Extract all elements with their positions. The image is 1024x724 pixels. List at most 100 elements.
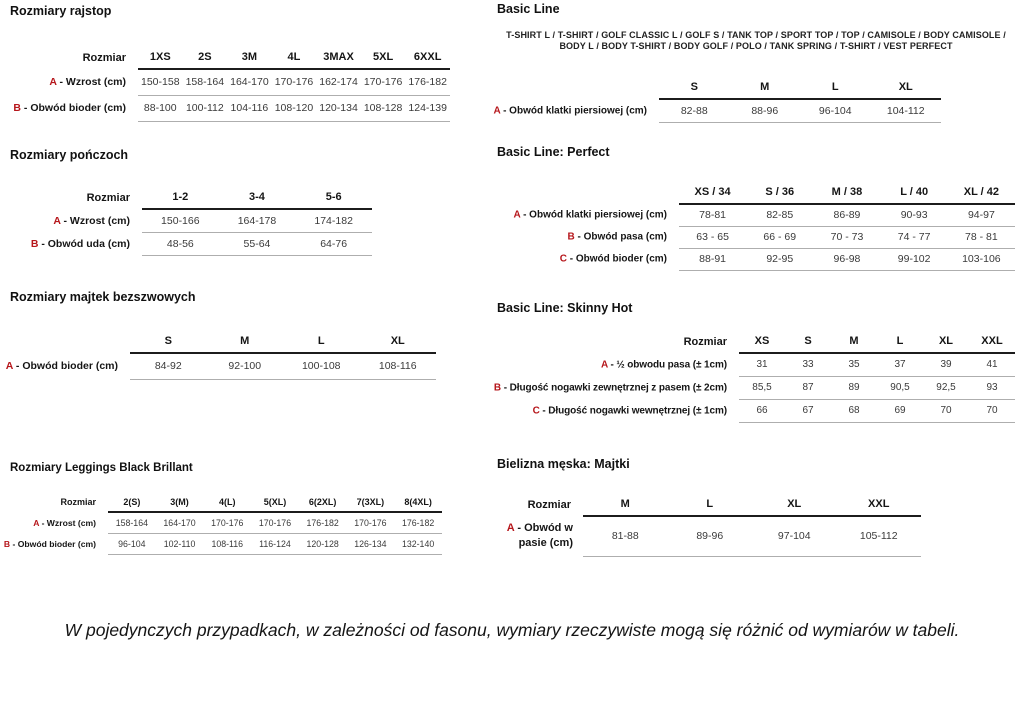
column-header: S <box>659 74 730 100</box>
size-value: 108-116 <box>359 353 436 380</box>
size-value: 92-100 <box>206 353 283 380</box>
row-label: A - Obwód klatki piersiowej (cm) <box>493 99 659 123</box>
corner-label <box>497 182 679 204</box>
size-table-rozmiary-rajstop: Rozmiar 1XS 2S 3M 4L 3MAX 5XL 6XXL A - Wzrost (c… <box>10 45 450 122</box>
table-row: A - Obwód bioder (cm) 84-92 92-100 100-108 1… <box>6 353 436 380</box>
table-row: A - Wzrost (cm) 150-166 164-178 174-182 <box>10 209 372 233</box>
column-header: XS / 34 <box>679 182 747 205</box>
size-value: 170-176 <box>360 69 406 96</box>
column-header: 3MAX <box>316 45 361 70</box>
table-block-basic-line-perfect: Basic Line: Perfect XS / 34 S / 36 M / 38 L … <box>497 145 1015 271</box>
table-row: B - Obwód bioder (cm) 96-104 102-110 108-11… <box>4 533 442 555</box>
table-title: Rozmiary rajstop <box>10 4 112 18</box>
column-header: M / 38 <box>813 182 881 205</box>
column-header: L <box>283 329 360 354</box>
size-value: 35 <box>831 353 877 377</box>
column-header: 5XL <box>360 45 406 70</box>
size-value: 55-64 <box>218 232 296 256</box>
table-row: A - Wzrost (cm) 150-158 158-164 164-170 170-… <box>10 69 450 96</box>
size-value: 108-120 <box>271 95 317 122</box>
corner-label: Rozmiar <box>82 52 126 64</box>
column-header: S <box>130 329 207 354</box>
size-value: 70 <box>923 399 969 423</box>
table-title: Bielizna męska: Majtki <box>497 457 630 471</box>
table-row: A - Obwód klatki piersiowej (cm) 82-88 88-… <box>493 98 941 123</box>
row-letter: A <box>33 517 40 528</box>
row-label: A - ½ obwodu pasa (± 1cm) <box>497 353 739 376</box>
corner-label: Rozmiar <box>683 336 727 348</box>
row-label-text: - Obwód pasa (cm) <box>577 231 667 243</box>
table-block-rozmiary-majtek-bezszwowych: Rozmiary majtek bezszwowych S M L XL A - Obwó… <box>6 290 436 380</box>
row-label-content: A - Wzrost (cm) <box>53 215 130 227</box>
size-value: 164-170 <box>227 69 272 96</box>
corner-label <box>10 329 130 353</box>
size-value: 68 <box>831 399 877 423</box>
size-value: 170-176 <box>251 512 299 534</box>
column-header: M <box>583 492 668 517</box>
size-value: 31 <box>739 353 785 377</box>
table-title: Rozmiary Leggings Black Brillant <box>10 462 193 474</box>
table-row: A - ½ obwodu pasa (± 1cm) 31 33 35 37 39 41 <box>497 353 1015 377</box>
corner-label: Rozmiar <box>60 497 96 507</box>
size-value: 158-164 <box>108 512 156 534</box>
size-value: 120-128 <box>298 533 347 555</box>
column-header: 5-6 <box>295 185 372 210</box>
row-label-text: - Obwód bioder (cm) <box>569 253 667 265</box>
row-letter: A <box>5 360 13 372</box>
column-header: 3(M) <box>155 492 204 513</box>
row-letter: A <box>513 209 521 221</box>
header-row: Rozmiar XS S M L XL XXL <box>497 331 1015 354</box>
size-value: 41 <box>969 353 1015 377</box>
size-value: 103-106 <box>947 248 1015 271</box>
size-value: 84-92 <box>130 353 207 380</box>
size-value: 108-116 <box>203 533 252 555</box>
column-header: 3-4 <box>218 185 296 210</box>
column-header: M <box>729 74 800 100</box>
row-label-content: A - Wzrost (cm) <box>33 518 96 528</box>
header-row: Rozmiar 2(S) 3(M) 4(L) 5(XL) 6(2XL) 7(3XL) 8(4X… <box>10 492 442 513</box>
header-row: S M L XL <box>10 329 436 354</box>
row-letter: B <box>567 231 575 243</box>
size-table-rozmiary-leggings-black-brillant: Rozmiar 2(S) 3(M) 4(L) 5(XL) 6(2XL) 7(3XL) 8(4X… <box>4 492 442 555</box>
row-letter: B <box>3 538 11 549</box>
row-label: A - Obwód w pasie (cm) <box>497 516 583 556</box>
row-label: A - Wzrost (cm) <box>10 209 142 232</box>
column-header: L <box>800 74 871 100</box>
row-label-text: - Obwód bioder (cm) <box>15 360 118 372</box>
size-value: 132-140 <box>394 533 442 555</box>
row-label-text: - Długość nogawki zewnętrznej z pasem (±… <box>503 382 727 393</box>
size-value: 90,5 <box>877 376 923 400</box>
row-label-content: B - Obwód bioder (cm) <box>13 102 126 114</box>
size-value: 82-85 <box>746 204 814 227</box>
size-value: 63 - 65 <box>679 226 747 249</box>
size-value: 37 <box>877 353 923 377</box>
right-column: Basic Line T-SHIRT L / T-SHIRT / GOLF CLA… <box>493 2 1017 602</box>
size-value: 162-174 <box>316 69 361 96</box>
size-table-basic-line-perfect: XS / 34 S / 36 M / 38 L / 40 XL / 42 A - Obwó… <box>497 182 1015 271</box>
row-letter: C <box>532 405 540 416</box>
size-value: 88-91 <box>679 248 747 271</box>
header-row: Rozmiar 1XS 2S 3M 4L 3MAX 5XL 6XXL <box>10 45 450 70</box>
size-value: 94-97 <box>947 204 1015 227</box>
header-row: S M L XL <box>497 74 941 100</box>
size-value: 48-56 <box>142 232 219 256</box>
size-value: 97-104 <box>752 516 837 557</box>
table-title: Rozmiary majtek bezszwowych <box>10 290 196 304</box>
row-letter: C <box>559 253 567 265</box>
left-column: Rozmiary rajstop Rozmiar 1XS 2S 3M 4L 3MAX 5XL 6… <box>4 4 460 604</box>
size-value: 64-76 <box>295 232 372 256</box>
table-block-bielizna-meska-majtki: Bielizna męska: Majtki Rozmiar M L XL XXL A - … <box>497 457 921 557</box>
column-header: XXL <box>969 331 1015 354</box>
footnote-text: W pojedynczych przypadkach, w zależności… <box>64 620 960 640</box>
column-header: XL / 42 <box>947 182 1015 205</box>
header-row: Rozmiar 1-2 3-4 5-6 <box>10 185 372 210</box>
size-value: 100-112 <box>182 95 228 122</box>
size-value: 66 - 69 <box>746 226 814 249</box>
size-value: 170-176 <box>203 512 252 534</box>
row-letter: B <box>30 237 39 250</box>
table-row: B - Długość nogawki zewnętrznej z pasem … <box>494 376 1015 400</box>
row-label-content: A - ½ obwodu pasa (± 1cm) <box>601 359 727 370</box>
row-label: B - Obwód bioder (cm) <box>10 95 138 121</box>
column-header: M <box>206 329 283 354</box>
row-label-text: - Długość nogawki wewnętrznej (± 1cm) <box>542 405 727 416</box>
